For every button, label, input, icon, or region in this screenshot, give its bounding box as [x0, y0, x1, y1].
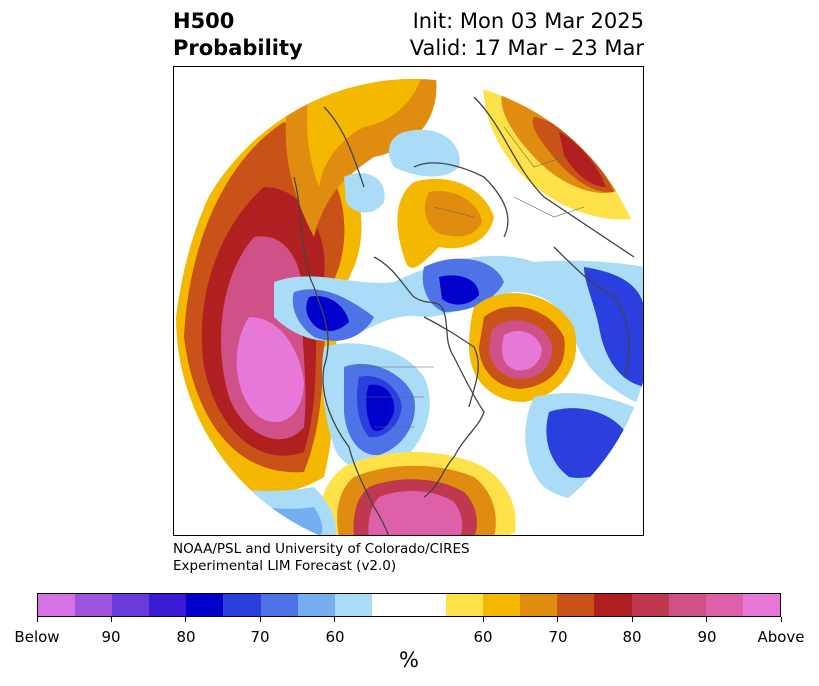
- variable-label: H500: [173, 9, 235, 33]
- title-left: H500 Probability: [173, 8, 303, 62]
- coastlines: [293, 96, 635, 535]
- colorbar-segment: [75, 594, 113, 616]
- colorbar-tick-label: 60: [325, 628, 345, 646]
- map-svg: [176, 79, 643, 535]
- colorbar-segment: [557, 594, 595, 616]
- colorbar-tick-label: 60: [473, 628, 493, 646]
- forecast-map: [173, 66, 644, 536]
- title-right: Init: Mon 03 Mar 2025 Valid: 17 Mar – 23…: [410, 8, 644, 62]
- colorbar-segment: [631, 594, 669, 616]
- init-label: Init: Mon 03 Mar 2025: [412, 9, 644, 33]
- colorbar-tick: [632, 617, 633, 622]
- borders: [354, 126, 585, 428]
- colorbar-tick-label: 90: [101, 628, 121, 646]
- colorbar-segment: [38, 594, 76, 616]
- colorbar-tick: [334, 617, 335, 622]
- colorbar-segment: [483, 594, 521, 616]
- colorbar-segment: [594, 594, 632, 616]
- colorbar-segment: [334, 594, 372, 616]
- colorbar-tick: [557, 617, 558, 622]
- credit-text: NOAA/PSL and University of Colorado/CIRE…: [173, 541, 470, 575]
- colorbar-segment: [742, 594, 780, 616]
- colorbar-segment: [149, 594, 187, 616]
- colorbar-segment: [297, 594, 335, 616]
- colorbar-unit: %: [399, 648, 419, 672]
- colorbar-tick: [706, 617, 707, 622]
- colorbar-segment: [260, 594, 298, 616]
- colorbar-segment: [223, 594, 261, 616]
- credit-line2: Experimental LIM Forecast (v2.0): [173, 558, 397, 574]
- colorbar-tick-label: Below: [14, 628, 60, 646]
- product-label: Probability: [173, 36, 303, 60]
- colorbar-segment: [705, 594, 743, 616]
- colorbar-ticks: [37, 617, 782, 623]
- probability-field: [176, 79, 643, 535]
- colorbar-tick: [185, 617, 186, 622]
- colorbar-tick-label: 80: [622, 628, 642, 646]
- colorbar-segment: [668, 594, 706, 616]
- colorbar-segment: [446, 594, 484, 616]
- colorbar-segment: [371, 594, 409, 616]
- colorbar-tick-label: Above: [757, 628, 805, 646]
- credit-line1: NOAA/PSL and University of Colorado/CIRE…: [173, 541, 470, 557]
- colorbar-tick: [483, 617, 484, 622]
- colorbar-tick-label: 70: [548, 628, 568, 646]
- colorbar-segment: [408, 594, 447, 616]
- colorbar-tick-label: 80: [176, 628, 196, 646]
- colorbar-segment: [186, 594, 224, 616]
- colorbar-tick: [111, 617, 112, 622]
- colorbar: [37, 593, 781, 617]
- colorbar-segment: [520, 594, 558, 616]
- colorbar-tick: [260, 617, 261, 622]
- colorbar-tick: [781, 617, 782, 622]
- colorbar-tick: [37, 617, 38, 622]
- valid-label: Valid: 17 Mar – 23 Mar: [409, 36, 644, 60]
- colorbar-segment: [112, 594, 150, 616]
- colorbar-tick-label: 70: [250, 628, 270, 646]
- colorbar-tick-label: 90: [697, 628, 717, 646]
